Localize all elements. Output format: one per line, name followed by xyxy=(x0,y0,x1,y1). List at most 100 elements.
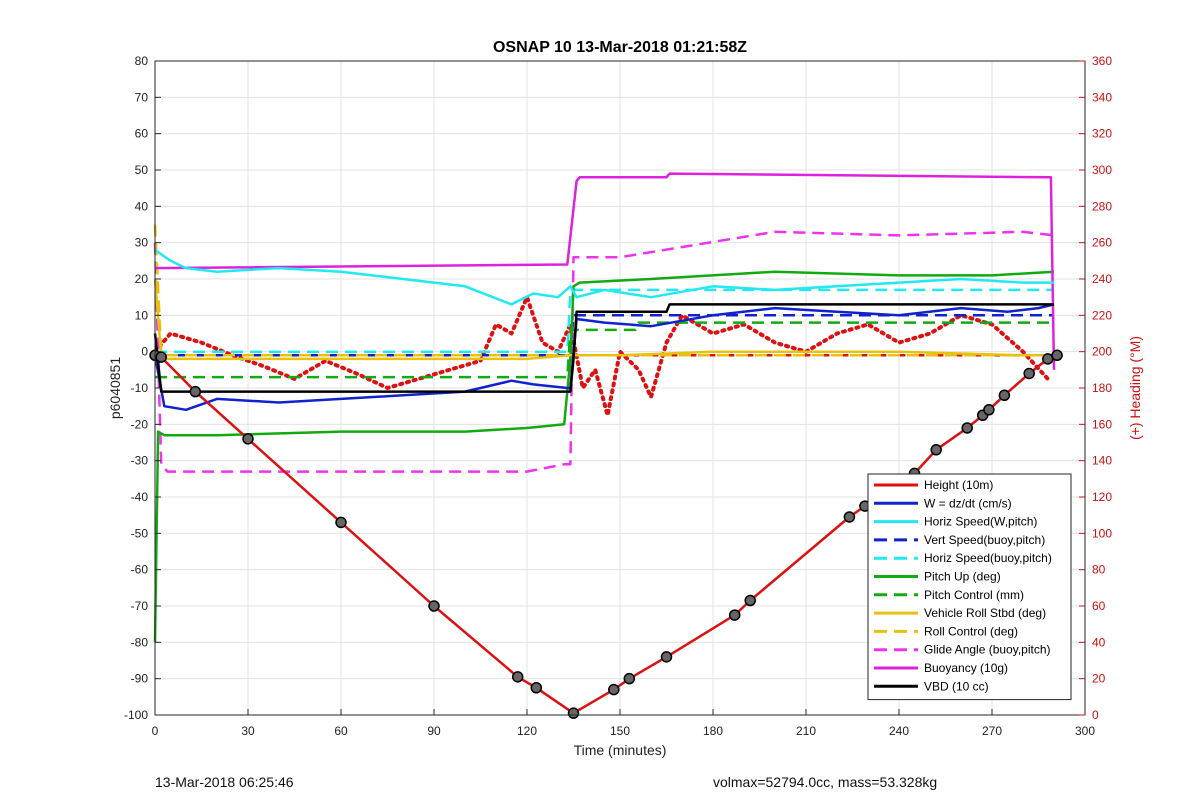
data-point-height-10m xyxy=(998,389,1011,402)
legend-label: Vert Speed(buoy,pitch) xyxy=(924,533,1045,547)
y-axis-left: -100-90-80-70-60-50-40-30-20-10010203040… xyxy=(124,54,161,722)
y-tick-label: 40 xyxy=(135,199,149,213)
x-tick-label: 90 xyxy=(427,724,441,738)
legend-label: Roll Control (deg) xyxy=(924,624,1018,638)
x-tick-label: 30 xyxy=(241,724,255,738)
data-point-height-10m xyxy=(155,351,167,363)
y2-tick-label: 240 xyxy=(1092,272,1112,286)
y-tick-label: -70 xyxy=(131,599,149,613)
y-tick-label: -80 xyxy=(131,635,149,649)
y2-tick-label: 300 xyxy=(1092,163,1112,177)
series-line-heading xyxy=(153,295,1050,418)
y2-tick-label: 20 xyxy=(1092,672,1106,686)
legend-box xyxy=(867,473,1072,701)
x-tick-label: 60 xyxy=(334,724,348,738)
data-point-height-10m xyxy=(608,683,620,696)
x-tick-label: 120 xyxy=(517,724,537,738)
series-line-vbd-10-cc xyxy=(153,303,1054,393)
data-point-height-10m xyxy=(511,671,524,683)
footer-vehicle-params: volmax=52794.0cc, mass=53.328kg xyxy=(713,774,937,790)
legend-label: Pitch Up (deg) xyxy=(924,570,1001,584)
x-tick-label: 180 xyxy=(703,724,723,738)
y2-tick-label: 340 xyxy=(1092,90,1112,104)
legend-label: Glide Angle (buoy,pitch) xyxy=(924,643,1051,657)
legend-label: Buoyancy (10g) xyxy=(924,661,1008,675)
data-point-height-10m xyxy=(728,609,741,621)
series-line-glide-angle-buoy-pitch xyxy=(153,230,1055,473)
y-tick-label: 10 xyxy=(135,308,149,322)
legend-label: VBD (10 cc) xyxy=(924,679,989,693)
y2-tick-label: 260 xyxy=(1092,236,1112,250)
series-line-pitch-control-mm xyxy=(155,321,1054,379)
y2-axis-label: (+) Heading (°M) xyxy=(1127,336,1143,440)
data-point-height-10m xyxy=(530,682,543,694)
y2-tick-label: 120 xyxy=(1092,490,1112,504)
series-layer xyxy=(149,172,1063,719)
data-point-height-10m xyxy=(567,707,580,719)
y2-tick-label: 280 xyxy=(1092,199,1112,213)
y-tick-label: -100 xyxy=(124,708,148,722)
data-point-height-10m xyxy=(1023,367,1035,380)
y2-tick-label: 40 xyxy=(1092,635,1106,649)
y-tick-label: -40 xyxy=(131,490,149,504)
legend: Height (10m) W = dz/dt (cm/s) Horiz Speed(… xyxy=(867,473,1072,701)
y-tick-label: -10 xyxy=(131,381,149,395)
chart-title: OSNAP 10 13-Mar-2018 01:21:58Z xyxy=(493,39,747,56)
y-tick-label: -60 xyxy=(131,563,149,577)
y-tick-label: 0 xyxy=(141,345,148,359)
y2-tick-label: 60 xyxy=(1092,599,1106,613)
y-tick-label: 50 xyxy=(135,163,149,177)
x-tick-label: 150 xyxy=(610,724,630,738)
data-point-height-10m xyxy=(189,385,202,398)
y2-tick-label: 140 xyxy=(1092,454,1112,468)
y-tick-label: 80 xyxy=(135,54,149,68)
series-line-horiz-speed-buoy-pitch xyxy=(155,288,1054,353)
x-tick-label: 270 xyxy=(982,724,1002,738)
x-axis: 0 30 60 90 120 150 180 210 240 270 300 xyxy=(152,709,1095,738)
data-point-height-10m xyxy=(660,651,673,663)
y2-tick-label: 220 xyxy=(1092,308,1112,322)
y-tick-label: -50 xyxy=(131,526,149,540)
legend-label: Horiz Speed(buoy,pitch) xyxy=(924,551,1052,565)
x-tick-label: 0 xyxy=(152,724,159,738)
x-tick-label: 300 xyxy=(1075,724,1095,738)
series-line-roll-control-deg xyxy=(153,224,1054,357)
y2-tick-label: 200 xyxy=(1092,345,1112,359)
y-axis-right: 0 20 40 60 80 100 120 140 160 180 200 220 240 260 280 3… xyxy=(1079,54,1112,722)
data-point-height-10m xyxy=(961,422,973,434)
legend-label: Height (10m) xyxy=(924,478,993,492)
y2-tick-label: 80 xyxy=(1092,563,1106,577)
data-point-height-10m xyxy=(1051,349,1063,362)
data-point-height-10m xyxy=(335,516,347,529)
y2-tick-label: 360 xyxy=(1092,54,1112,68)
data-point-height-10m xyxy=(930,444,942,456)
y-tick-label: 70 xyxy=(135,90,149,104)
y-tick-label: 20 xyxy=(135,272,149,286)
data-point-height-10m xyxy=(623,672,636,685)
data-point-height-10m xyxy=(744,594,756,607)
y-tick-label: 30 xyxy=(135,236,149,250)
x-tick-label: 210 xyxy=(796,724,816,738)
footer-timestamp: 13-Mar-2018 06:25:46 xyxy=(155,774,294,790)
series-line-horiz-speed-w-pitch xyxy=(154,248,1054,306)
y-tick-label: 60 xyxy=(135,127,149,141)
data-point-height-10m xyxy=(843,511,856,523)
y2-tick-label: 100 xyxy=(1092,526,1112,540)
y-tick-label: -90 xyxy=(131,672,149,686)
x-tick-label: 240 xyxy=(889,724,909,738)
y2-tick-label: 160 xyxy=(1092,417,1112,431)
y-tick-label: -20 xyxy=(131,417,149,431)
x-axis-label: Time (minutes) xyxy=(574,742,667,758)
y2-tick-label: 180 xyxy=(1092,381,1112,395)
data-point-height-10m xyxy=(983,404,995,416)
y2-tick-label: 320 xyxy=(1092,127,1112,141)
y-axis-label: p6040851 xyxy=(107,357,123,420)
data-point-height-10m xyxy=(428,600,440,612)
y2-tick-label: 0 xyxy=(1092,708,1099,722)
legend-label: Horiz Speed(W,pitch) xyxy=(924,515,1037,529)
data-point-height-10m xyxy=(1042,353,1054,365)
data-point-height-10m xyxy=(242,433,254,445)
y-tick-label: -30 xyxy=(131,454,149,468)
series-line-buoyancy-10g xyxy=(154,172,1056,370)
